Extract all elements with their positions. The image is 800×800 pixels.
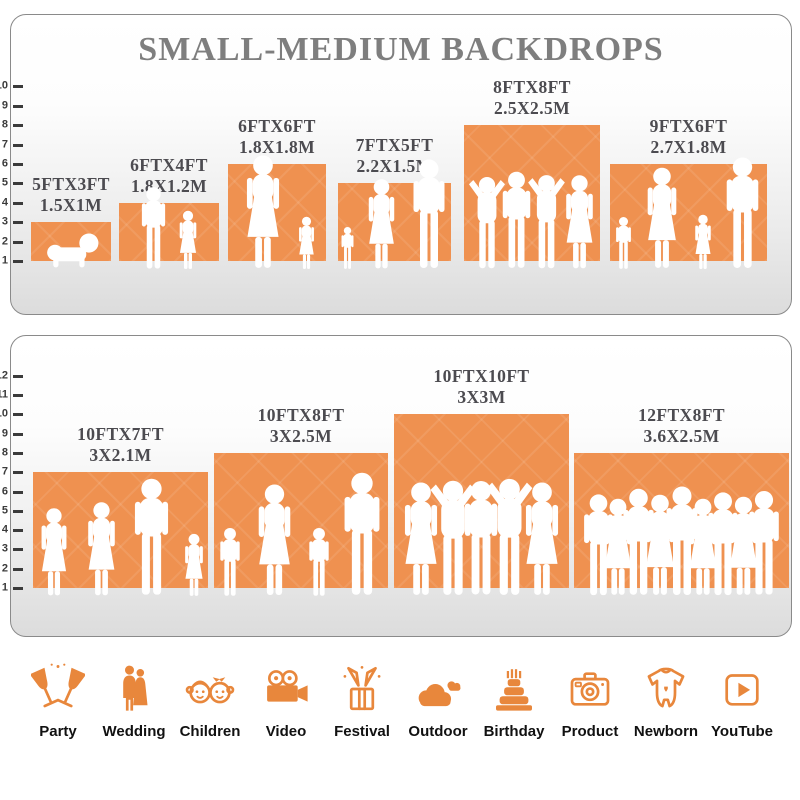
bar-size-label: 9FTX6FT 2.7X1.8M [649,116,728,157]
category-outdoor: Outdoor [402,662,474,740]
woman-silhouette [33,507,75,597]
backdrop-bar-6ftx6ft [228,164,326,261]
people-silhouettes [338,158,451,270]
people-silhouettes [464,170,600,270]
father-silhouette [337,471,387,597]
bar-size-label: 10FTX7FT 3X2.1M [77,424,164,465]
people-silhouettes [574,485,789,597]
page-title: SMALL-MEDIUM BACKDROPS [138,31,664,68]
boy-silhouette [137,186,170,270]
backdrop-bar-10ftx8ft [214,453,388,588]
people-silhouettes [119,186,219,270]
backdrop-bar-7ftx5ft [338,183,451,261]
bar-size-label: 8FTX8FT 2.5X2.5M [493,77,571,118]
backdrop-bar-10ftx7ft [33,472,208,588]
woman-silhouette [515,481,569,597]
backdrop-bar-5ftx3ft [31,222,111,261]
mother-silhouette [638,166,686,270]
toddler-silhouette [339,226,356,270]
girl-silhouette [179,533,209,597]
mother-silhouette [236,154,290,270]
small-medium-panel: SMALL-MEDIUM BACKDROPS 10 9 8 7 6 5 4 3 … [0,14,792,315]
backdrop-bar-8ftx8ft [464,125,600,261]
people-silhouettes [394,475,569,597]
category-wedding: Wedding [98,662,170,740]
category-product: Product [554,662,626,740]
category-label: Festival [334,723,390,740]
bar-size-label: 10FTX8FT 3X2.5M [257,405,345,446]
category-youtube: YouTube [706,662,778,740]
category-video: Video [250,662,322,740]
category-label: Outdoor [408,723,468,740]
bar-size-label: 7FTX5FT 2.2X1.5M [355,135,434,176]
category-label: YouTube [711,723,773,740]
play-button-icon [725,674,759,706]
movie-camera-icon [267,670,308,702]
girl-silhouette [690,214,716,270]
category-row: Party Wedding [22,662,778,740]
large-panel: 12 11 10 9 8 7 6 5 4 3 2 1 10FTX7FT3X2.1… [0,335,792,637]
category-label: Product [561,723,619,740]
category-party: Party [22,662,94,740]
man-silhouette [128,477,175,597]
category-newborn: Newborn [630,662,702,740]
category-label: Video [265,723,307,740]
cake-icon [496,669,532,711]
mother-silhouette [248,483,301,597]
people-silhouettes [33,477,208,597]
category-label: Birthday [483,723,545,740]
category-children: Children [174,662,246,740]
backdrop-bar-10ftx10ft [394,414,569,588]
man-silhouette [743,489,785,597]
child-silhouette [305,527,333,597]
father-silhouette [720,156,765,270]
category-label: Party [39,723,77,740]
woman-silhouette [79,501,124,597]
people-silhouettes [610,156,767,270]
backdrop-bar-6ftx4ft [119,203,219,261]
category-label: Wedding [102,723,166,740]
category-label: Children [179,723,241,740]
bar-size-label: 10FTX10FT 3X3M [433,366,530,407]
bar-size-label: 12FTX8FT 3.6X2.5M [638,405,725,446]
girl-silhouette [174,210,202,270]
father-silhouette [407,158,451,270]
category-birthday: Birthday [478,662,550,740]
mother-silhouette [360,178,403,270]
people-silhouettes [31,230,111,270]
children-faces-icon [185,677,235,704]
party-glasses-icon [31,663,85,708]
woman-silhouette [557,174,602,270]
child-silhouette [613,216,634,270]
backdrop-bar-12ftx8ft [574,453,789,588]
clouds-icon [418,681,461,707]
bar-size-label: 5FTX3FT 1.5X1M [32,174,110,215]
backdrop-bar-9ftx6ft [610,164,767,261]
girl-silhouette [294,216,319,270]
wedding-couple-icon [123,665,148,711]
category-festival: Festival [326,662,398,740]
gift-burst-icon [343,666,381,711]
people-silhouettes [214,471,388,597]
crawling-baby-silhouette [41,230,102,270]
category-label: Newborn [633,723,699,740]
child-silhouette [216,527,244,597]
photo-camera-icon [570,672,610,706]
bar-size-label: 6FTX6FT 1.8X1.8M [238,116,316,157]
onesie-icon [647,667,685,708]
